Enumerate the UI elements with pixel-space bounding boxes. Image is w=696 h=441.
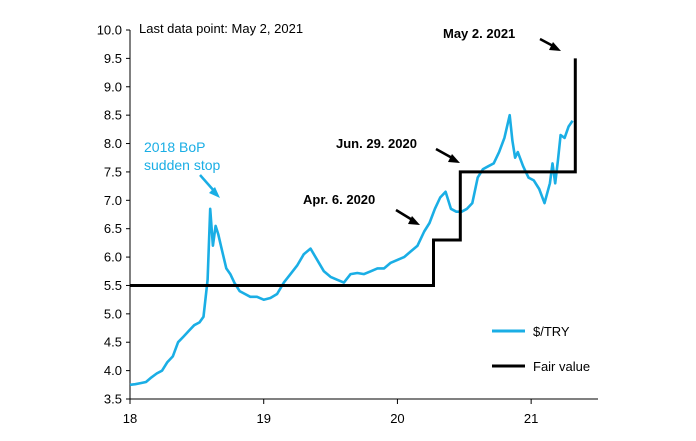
arrow-apr-2020 xyxy=(395,208,420,225)
y-tick-label: 8.0 xyxy=(104,136,122,151)
legend-label-usd-try: $/TRY xyxy=(533,324,570,339)
annotation-jun-2020: Jun. 29. 2020 xyxy=(336,136,417,151)
series-line-fair-value xyxy=(130,58,577,287)
y-tick-label: 6.5 xyxy=(104,221,122,236)
last-data-point-note: Last data point: May 2, 2021 xyxy=(139,21,303,36)
y-tick-label: 3.5 xyxy=(104,392,122,407)
y-tick-label: 4.0 xyxy=(104,363,122,378)
y-tick-label: 9.5 xyxy=(104,51,122,66)
y-tick-label: 4.5 xyxy=(104,335,122,350)
y-ticks: 3.5 4.0 4.5 5.0 5.5 6.0 6.5 7.0 7.5 8.0 8.5 9.0 9.5 1… xyxy=(97,23,130,407)
y-tick-label: 7.5 xyxy=(104,164,122,179)
y-tick-label: 7.0 xyxy=(104,193,122,208)
y-tick-label: 8.5 xyxy=(104,108,122,123)
x-tick-label: 18 xyxy=(123,411,137,426)
y-tick-label: 10.0 xyxy=(97,23,122,38)
legend: $/TRY Fair value xyxy=(492,324,590,374)
y-tick-label: 5.5 xyxy=(104,278,122,293)
y-tick-label: 5.0 xyxy=(104,306,122,321)
x-tick-label: 20 xyxy=(390,411,404,426)
series-line-usd-try xyxy=(129,113,574,387)
x-tick-label: 19 xyxy=(256,411,270,426)
x-ticks: 18 19 20 21 xyxy=(123,399,538,426)
y-tick-label: 9.0 xyxy=(104,79,122,94)
y-tick-label: 6.0 xyxy=(104,250,122,265)
annotation-apr-2020: Apr. 6. 2020 xyxy=(303,192,375,207)
annotation-bop-line2: sudden stop xyxy=(144,157,220,173)
annotation-may-2021: May 2. 2021 xyxy=(443,26,515,41)
x-tick-label: 21 xyxy=(524,411,538,426)
legend-label-fair-value: Fair value xyxy=(533,359,590,374)
arrow-may-2021 xyxy=(539,37,561,51)
arrow-bop xyxy=(199,174,220,198)
annotation-bop-line1: 2018 BoP xyxy=(144,139,206,155)
arrow-jun-2020 xyxy=(435,147,460,163)
